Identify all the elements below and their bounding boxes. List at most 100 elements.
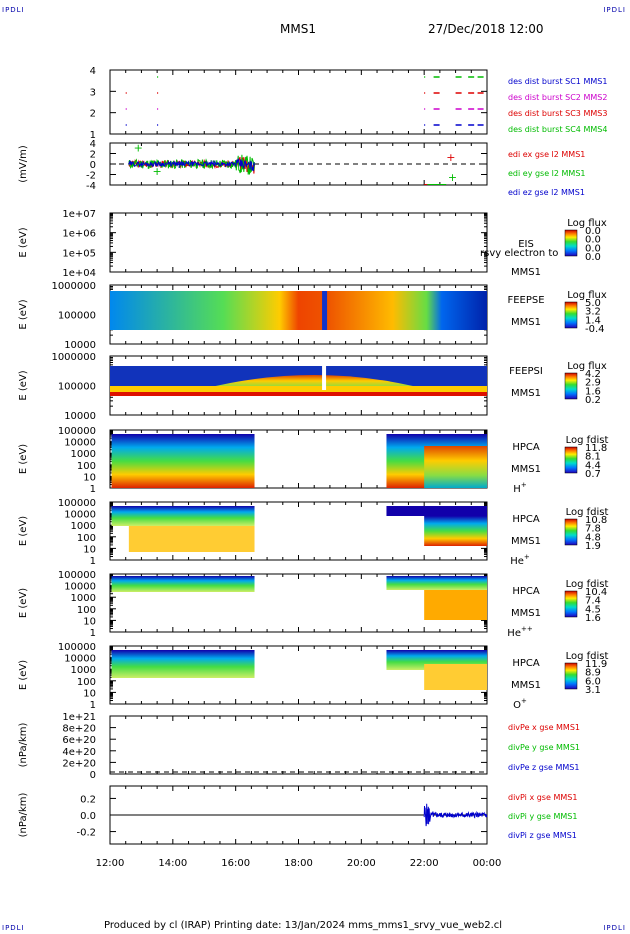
hpca-he1-label: HPCA [512,514,540,525]
feepsi-cbar-tick: 1.6 [585,386,601,397]
feepse-spectrogram [110,291,487,330]
hpca-he2-cbar-tick: 10.4 [585,587,607,598]
eis-colorbar [564,229,578,257]
hpca-he1-spectrogram [424,516,487,546]
divpe-ytick-label: 0 [90,770,96,781]
hpca-h-ytick-label: 1000 [71,449,96,460]
hpca-he2-label: HPCA [512,586,540,597]
hpca-he2-colorbar [564,590,578,618]
hpca-he2-cbar-title: Log fdist [566,579,609,590]
hpca-he2-ytick-label: 100 [77,605,96,616]
hpca-he1-cbar-tick: 1.9 [585,541,601,552]
eis-ytick-label: 1e+05 [62,248,96,259]
eis-cbar-tick: 0.0 [585,252,601,263]
hpca-o-ylabel: E (eV) [18,660,29,690]
xaxis-tick-label: 22:00 [410,858,439,869]
feepsi-band-mid [110,386,487,392]
hpca-o-species: O+ [513,697,527,711]
xaxis-tick-label: 00:00 [473,858,502,869]
hpca-he1-spectrogram [386,506,487,516]
spacecraft-title: MMS1 [280,22,316,36]
hpca-he2-cbar-tick: 1.6 [585,613,601,624]
divpi-legend: divPi x gse MMS1 [508,793,577,802]
xaxis-tick-label: 14:00 [158,858,187,869]
feepse-ylabel: E (eV) [18,299,29,329]
hpca-h-ytick-label: 10 [83,472,96,483]
divpi-ytick-label: 0.2 [80,794,96,805]
hpca-h-colorbar [564,446,578,474]
hpca-he1-ytick-label: 1 [90,556,96,567]
feepse-cbar-tick: 3.2 [585,307,601,318]
hpca-he1-cbar-tick: 4.8 [585,532,601,543]
hpca-o-ytick-label: 1 [90,700,96,711]
hpca-he2-cbar-tick: 7.4 [585,596,601,607]
hpca-he2-spectrogram [386,576,487,590]
hpca-h-ytick-label: 1 [90,484,96,495]
hpca-he2-ytick-label: 1 [90,628,96,639]
hpca-h-cbar-tick: 11.8 [585,443,607,454]
burst-legend: des dist burst SC3 MMS3 [508,109,607,118]
eis-overlay-text: rsvy electron to [480,248,558,259]
burst-ytick-label: 2 [90,109,96,120]
hpca-he2-spectrogram [424,590,487,620]
hpca-he2-species: He++ [507,625,533,639]
eis-ytick-label: 1e+06 [62,229,96,240]
feepse-cbar-tick: -0.4 [585,324,605,335]
hpca-o-cbar-tick: 11.9 [585,659,607,670]
footer-text: Produced by cl (IRAP) Printing date: 13/… [104,920,503,931]
hpca-he2-ytick-label: 10 [83,616,96,627]
corner-mark-tl: IPDLI [2,6,25,14]
hpca-o-ytick-label: 10 [83,688,96,699]
eis-ytick-label: 1e+07 [62,209,96,220]
hpca-he1-ytick-label: 100000 [58,498,96,509]
feepse-ytick-label: 10000 [64,340,96,351]
feepsi-ylabel: E (eV) [18,370,29,400]
divpi-ylabel: (nPa/km) [18,793,29,838]
hpca-h-species: H+ [513,481,527,495]
edi-marker: + [175,158,184,171]
hpca-h-label: MMS1 [511,464,541,475]
xaxis-tick-label: 12:00 [96,858,125,869]
feepse-ytick-label: 1000000 [51,281,96,292]
feepsi-cbar-tick: 2.9 [585,378,601,389]
burst-frame [109,69,488,135]
divpi-trace [423,803,488,827]
burst-ytick-label: 1 [90,130,96,141]
feepsi-cbar-title: Log flux [567,361,607,372]
edi-marker: + [134,142,143,155]
hpca-he1-spectrogram [111,506,255,526]
burst-legend: des dist burst SC1 MMS1 [508,77,607,86]
burst-legend: des dist burst SC4 MMS4 [508,125,607,134]
feepse-ytick-label: 100000 [58,311,96,322]
hpca-o-spectrogram [424,664,487,690]
hpca-he1-species-charge: + [524,553,530,561]
hpca-o-colorbar [564,662,578,690]
edi-marker: + [153,165,162,178]
summary-plot: 4 3 2 1 des dist burst SC1 MMS1 des dist burs… [18,66,609,869]
hpca-o-species-charge: + [521,697,527,705]
edi-legend: edi ey gse l2 MMS1 [508,169,586,178]
feepsi-cbar-tick: 0.2 [585,395,601,406]
divpe-ytick-label: 2e+20 [62,758,96,769]
feepse-cbar-tick: 5.0 [585,298,601,309]
hpca-he1-cbar-tick: 10.8 [585,515,607,526]
hpca-he2-species-charge: ++ [521,625,533,633]
edi-ylabel: (mV/m) [18,145,29,183]
edi-ytick-label: 2 [90,150,96,161]
divpi-legend: divPi y gse MMS1 [508,812,577,821]
hpca-he2-ylabel: E (eV) [18,588,29,618]
eis-cbar-tick: 0.0 [585,243,601,254]
hpca-he1-label: MMS1 [511,536,541,547]
hpca-h-cbar-tick: 4.4 [585,460,601,471]
hpca-h-label: HPCA [512,442,540,453]
edi-ytick-label: -2 [86,171,96,182]
divpe-legend: divPe z gse MMS1 [508,763,579,772]
hpca-he1-ytick-label: 10 [83,544,96,555]
edi-marker: + [446,151,455,164]
hpca-h-cbar-tick: 8.1 [585,452,601,463]
hpca-o-cbar-tick: 3.1 [585,685,601,696]
xaxis-tick-label: 16:00 [221,858,250,869]
hpca-he1-ylabel: E (eV) [18,516,29,546]
hpca-o-label: HPCA [512,658,540,669]
hpca-o-ytick-label: 100000 [58,642,96,653]
